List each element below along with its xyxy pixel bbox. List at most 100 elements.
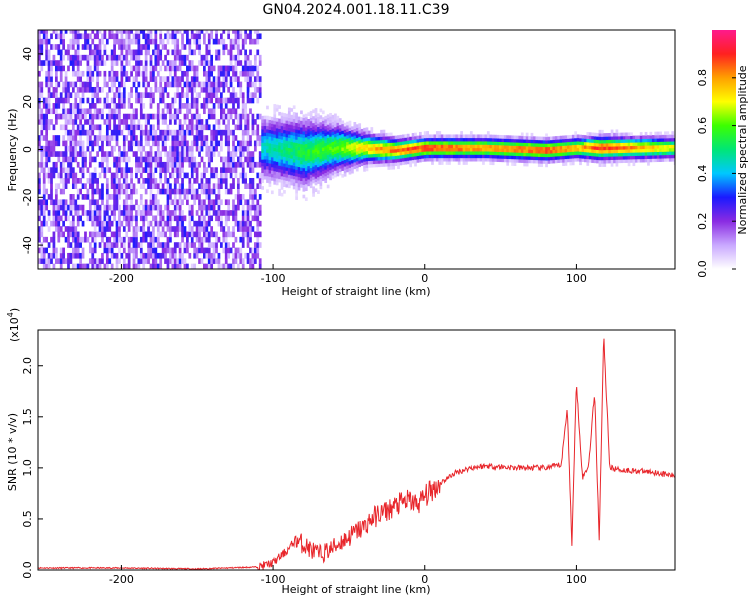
spectrogram-cell: [137, 161, 141, 168]
spectrogram-cell: [190, 231, 194, 238]
spectrogram-cell: [304, 153, 308, 158]
spectrogram-cell: [127, 97, 131, 104]
spectrogram-cell: [244, 199, 247, 206]
spectrogram-cell: [256, 86, 260, 93]
spectrogram-cell: [620, 159, 624, 164]
spectrogram-cell: [513, 135, 517, 140]
spectrogram-cell: [159, 113, 163, 120]
spectrogram-cell: [40, 247, 44, 254]
spectrogram-cell: [144, 65, 148, 72]
spectrogram-cell: [300, 174, 303, 178]
spectrogram-cell: [309, 157, 313, 162]
spectrogram-cell: [321, 137, 325, 141]
spectrogram-cell: [591, 142, 595, 147]
spectrogram-cell: [224, 140, 228, 147]
spectrogram-cell: [86, 76, 90, 82]
spectrogram-cell: [290, 121, 294, 126]
spectrogram-cell: [290, 181, 294, 186]
spectrogram-cell: [285, 133, 289, 138]
spectrogram-cell: [253, 54, 257, 61]
spectrogram-cell: [351, 139, 354, 144]
spectrogram-cell: [62, 108, 65, 115]
spectrogram-cell: [178, 54, 182, 61]
spectrogram-cell: [178, 220, 182, 227]
spectrogram-cell: [164, 252, 167, 259]
spectrogram-cell: [244, 33, 247, 40]
spectrogram-cell: [307, 155, 311, 160]
spectrogram-cell: [173, 194, 177, 200]
spectrogram-cell: [84, 30, 87, 34]
spectrogram-cell: [435, 151, 439, 155]
spectrogram-cell: [246, 220, 250, 227]
spectrogram-cell: [40, 129, 44, 136]
spectrogram-cell: [229, 172, 233, 179]
spectrogram-cell: [472, 157, 476, 162]
spectrogram-cell: [115, 263, 119, 269]
spectrogram-cell: [637, 145, 641, 150]
spectrogram-cell: [156, 156, 160, 163]
spectrogram-cell: [137, 38, 141, 45]
spectrogram-cell: [639, 145, 643, 150]
spectrogram-cell: [156, 188, 160, 195]
spectrogram-cell: [169, 129, 172, 136]
spectrogram-cell: [205, 204, 209, 211]
spectrogram-cell: [93, 108, 97, 115]
spectrogram-cell: [110, 252, 114, 259]
spectrogram-cell: [81, 167, 85, 173]
spectrogram-cell: [239, 60, 243, 66]
spectrogram-cell: [236, 97, 240, 104]
spectrogram-cell: [246, 226, 250, 232]
spectrogram-cell: [608, 153, 611, 157]
spectrogram-cell: [125, 60, 129, 66]
spectrogram-cell: [64, 258, 68, 264]
spectrogram-cell: [331, 161, 335, 166]
spectrogram-cell: [321, 167, 325, 172]
spectrogram-cell: [319, 128, 323, 133]
spectrogram-cell: [348, 130, 352, 135]
spectrogram-cell: [591, 155, 595, 160]
spectrogram-cell: [562, 145, 565, 150]
spectrogram-cell: [632, 149, 636, 153]
spectrogram-cell: [132, 129, 136, 136]
spectrogram-cell: [600, 163, 604, 167]
spectrogram-cell: [166, 156, 170, 163]
spectrogram-cell: [115, 86, 119, 93]
spectrogram-cell: [88, 140, 92, 147]
spectrogram-cell: [212, 242, 216, 248]
spectrogram-cell: [588, 159, 592, 163]
spectrogram-cell: [489, 137, 493, 142]
spectrogram-cell: [486, 141, 490, 145]
spectrogram-cell: [528, 146, 531, 150]
spectrogram-cell: [205, 119, 209, 125]
spectrogram-cell: [506, 145, 510, 149]
spectrogram-cell: [438, 137, 442, 142]
spectrogram-cell: [603, 136, 607, 141]
spectrogram-cell: [258, 161, 262, 168]
spectrogram-cell: [152, 113, 155, 120]
spectrogram-cell: [171, 247, 175, 254]
spectrogram-cell: [355, 151, 359, 155]
spectrogram-cell: [215, 38, 218, 45]
spectrogram-cell: [600, 159, 604, 164]
spectrogram-cell: [321, 157, 325, 161]
spectrogram-cell: [54, 220, 58, 227]
spectrogram-cell: [290, 148, 294, 152]
spectrogram-cell: [499, 151, 502, 156]
spectrogram-cell: [520, 139, 524, 143]
spectrogram-cell: [144, 60, 148, 66]
spectrogram-cell: [297, 166, 301, 171]
spectrogram-cell: [241, 103, 245, 109]
spectrogram-cell: [312, 193, 315, 197]
spectrogram-cell: [62, 258, 65, 264]
spectrogram-cell: [59, 172, 63, 179]
spectrogram-cell: [181, 38, 184, 45]
spectrogram-cell: [45, 258, 49, 264]
spectrogram-cell: [331, 155, 335, 159]
spectrogram-cell: [166, 38, 170, 45]
spectrogram-cell: [659, 134, 662, 139]
spectrogram-cell: [385, 142, 388, 147]
spectrogram-cell: [50, 145, 53, 152]
spectrogram-cell: [210, 145, 214, 152]
spectrogram-cell: [173, 151, 177, 157]
spectrogram-cell: [120, 44, 124, 50]
